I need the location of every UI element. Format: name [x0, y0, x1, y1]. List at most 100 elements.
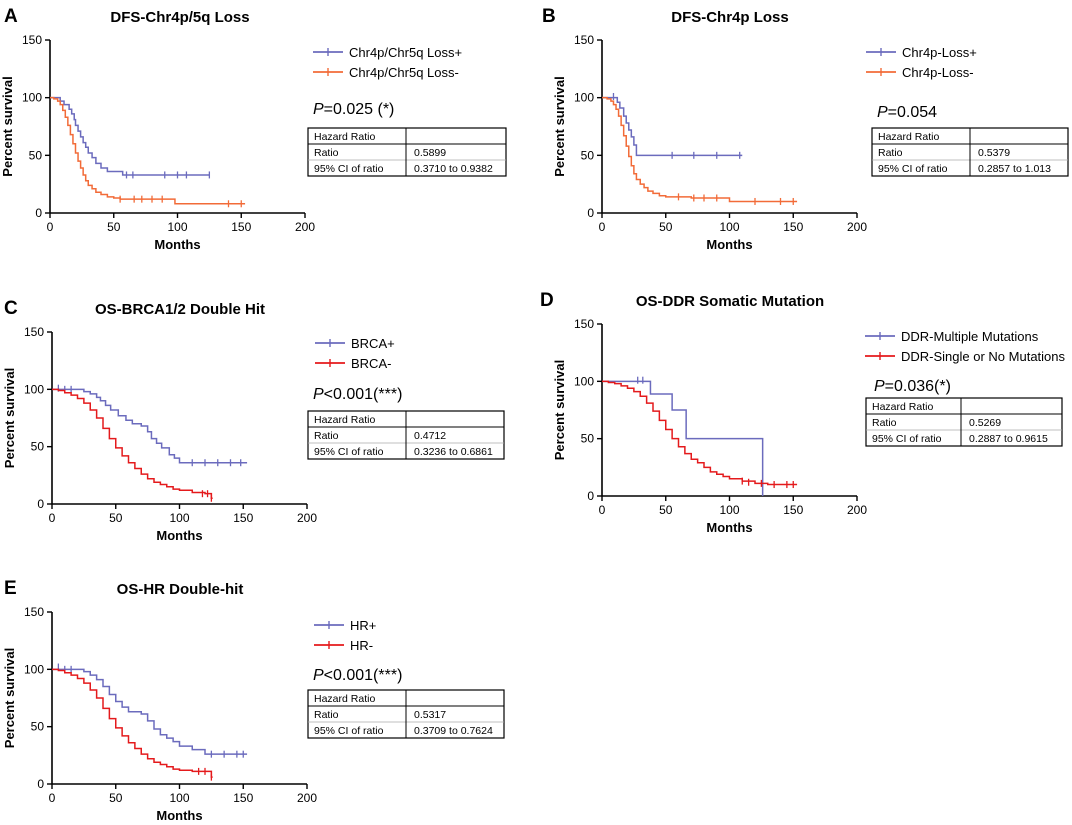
y-tick-label: 50 — [581, 148, 595, 162]
chart-title: DFS-Chr4p/5q Loss — [110, 9, 249, 26]
x-tick-label: 50 — [659, 220, 673, 234]
table-header: Hazard Ratio — [314, 414, 375, 426]
legend-label-2: Chr4p-Loss- — [902, 65, 974, 80]
y-axis-label: Percent survival — [2, 368, 17, 468]
chart-title: DFS-Chr4p Loss — [671, 9, 789, 26]
p-value-number: <0.001(***) — [324, 667, 403, 684]
survival-curve-1 — [50, 96, 210, 176]
table-row-label: 95% CI of ratio — [872, 433, 942, 445]
table-row-value: 0.5899 — [414, 147, 446, 159]
y-tick-label: 150 — [24, 325, 44, 339]
y-tick-label: 0 — [37, 777, 44, 791]
table-row-value: 0.3710 to 0.9382 — [414, 163, 493, 175]
panel-label: C — [4, 298, 18, 319]
series-2 — [52, 668, 213, 781]
table-row-label: Ratio — [314, 430, 339, 442]
x-axis-label: Months — [706, 520, 752, 535]
y-tick-label: 50 — [31, 440, 45, 454]
legend-label-1: Chr4p/Chr5q Loss+ — [349, 45, 462, 60]
panel-e: E OS-HR Double-hit 0 50 100 150 200 0 50 100 150 Mo… — [2, 578, 505, 823]
x-tick-label: 100 — [719, 220, 739, 234]
table-border — [307, 127, 507, 177]
p-value-symbol: P — [313, 386, 324, 403]
p-value-text: P=0.025 (*) — [313, 101, 394, 118]
table-row-label: Ratio — [314, 147, 339, 159]
series-1 — [602, 93, 743, 159]
panel-label: A — [4, 6, 18, 27]
table-row-value: 0.2887 to 0.9615 — [969, 433, 1048, 445]
y-tick-label: 150 — [24, 605, 44, 619]
survival-curve-1 — [602, 380, 764, 496]
x-tick-label: 150 — [783, 220, 803, 234]
table-row-value: 0.2857 to 1.013 — [978, 163, 1051, 175]
x-tick-label: 0 — [599, 220, 606, 234]
table-row-label: 95% CI of ratio — [314, 725, 384, 737]
y-axis-label: Percent survival — [0, 76, 15, 176]
x-tick-label: 50 — [109, 511, 123, 525]
p-value-text: P<0.001(***) — [313, 386, 402, 403]
x-axis-label: Months — [154, 237, 200, 252]
table-header: Hazard Ratio — [872, 401, 933, 413]
legend-label-1: BRCA+ — [351, 336, 395, 351]
x-tick-label: 150 — [233, 791, 253, 805]
p-value-number: =0.054 — [888, 104, 937, 121]
x-tick-label: 100 — [167, 220, 187, 234]
survival-curve-1 — [52, 388, 248, 464]
panel-b: B DFS-Chr4p Loss 0 50 100 150 200 0 50 100 150 Mont… — [542, 6, 1069, 252]
x-axis-label: Months — [156, 808, 202, 823]
chart-title: OS-BRCA1/2 Double Hit — [95, 301, 265, 318]
table-row-label: 95% CI of ratio — [314, 446, 384, 458]
x-tick-label: 50 — [107, 220, 121, 234]
series-1 — [52, 663, 248, 758]
x-tick-label: 100 — [169, 511, 189, 525]
survival-curve-2 — [52, 388, 213, 500]
x-axis-label: Months — [156, 528, 202, 543]
legend-label-2: HR- — [350, 638, 373, 653]
x-tick-label: 50 — [109, 791, 123, 805]
legend-label-2: DDR-Single or No Mutations — [901, 349, 1066, 364]
x-tick-label: 100 — [719, 503, 739, 517]
chart-title: OS-HR Double-hit — [117, 581, 244, 598]
hazard-ratio-table: Hazard Ratio Ratio 0.5269 95% CI of ratio 0.… — [865, 397, 1063, 447]
x-tick-label: 0 — [47, 220, 54, 234]
y-tick-label: 0 — [587, 489, 594, 503]
panel-c: C OS-BRCA1/2 Double Hit 0 50 100 150 200 0 50 100… — [2, 298, 505, 543]
y-tick-label: 100 — [24, 662, 44, 676]
table-header: Hazard Ratio — [878, 131, 939, 143]
table-row-value: 0.5317 — [414, 709, 446, 721]
table-row-value: 0.3236 to 0.6861 — [414, 446, 493, 458]
series-1 — [52, 384, 248, 467]
y-tick-label: 150 — [574, 33, 594, 47]
table-row-value: 0.4712 — [414, 430, 446, 442]
y-tick-label: 0 — [35, 206, 42, 220]
legend-label-2: BRCA- — [351, 356, 391, 371]
p-value-text: P=0.054 — [877, 104, 937, 121]
series-2 — [602, 96, 798, 205]
p-value-symbol: P — [874, 378, 885, 395]
p-value-text: P=0.036(*) — [874, 378, 951, 395]
y-tick-label: 100 — [574, 374, 594, 388]
table-row-label: 95% CI of ratio — [878, 163, 948, 175]
p-value-symbol: P — [313, 667, 324, 684]
hazard-ratio-table: Hazard Ratio Ratio 0.5317 95% CI of ratio 0.… — [307, 689, 505, 739]
panel-label: E — [4, 578, 17, 599]
x-tick-label: 150 — [233, 511, 253, 525]
x-tick-label: 100 — [169, 791, 189, 805]
panel-a: A DFS-Chr4p/5q Loss 0 50 100 150 200 0 50 100 150 M… — [0, 6, 507, 252]
table-row-label: Ratio — [878, 147, 903, 159]
panel-label: B — [542, 6, 556, 27]
survival-curve-1 — [52, 668, 248, 755]
p-value-number: =0.025 (*) — [324, 101, 395, 118]
y-tick-label: 50 — [29, 148, 43, 162]
p-value-symbol: P — [313, 101, 324, 118]
x-axis-label: Months — [706, 237, 752, 252]
y-tick-label: 100 — [24, 382, 44, 396]
table-row-value: 0.5269 — [969, 417, 1001, 429]
table-border — [865, 397, 1063, 447]
x-tick-label: 200 — [297, 511, 317, 525]
table-header: Hazard Ratio — [314, 131, 375, 143]
y-axis-label: Percent survival — [552, 76, 567, 176]
y-tick-label: 100 — [574, 91, 594, 105]
legend-label-1: Chr4p-Loss+ — [902, 45, 977, 60]
